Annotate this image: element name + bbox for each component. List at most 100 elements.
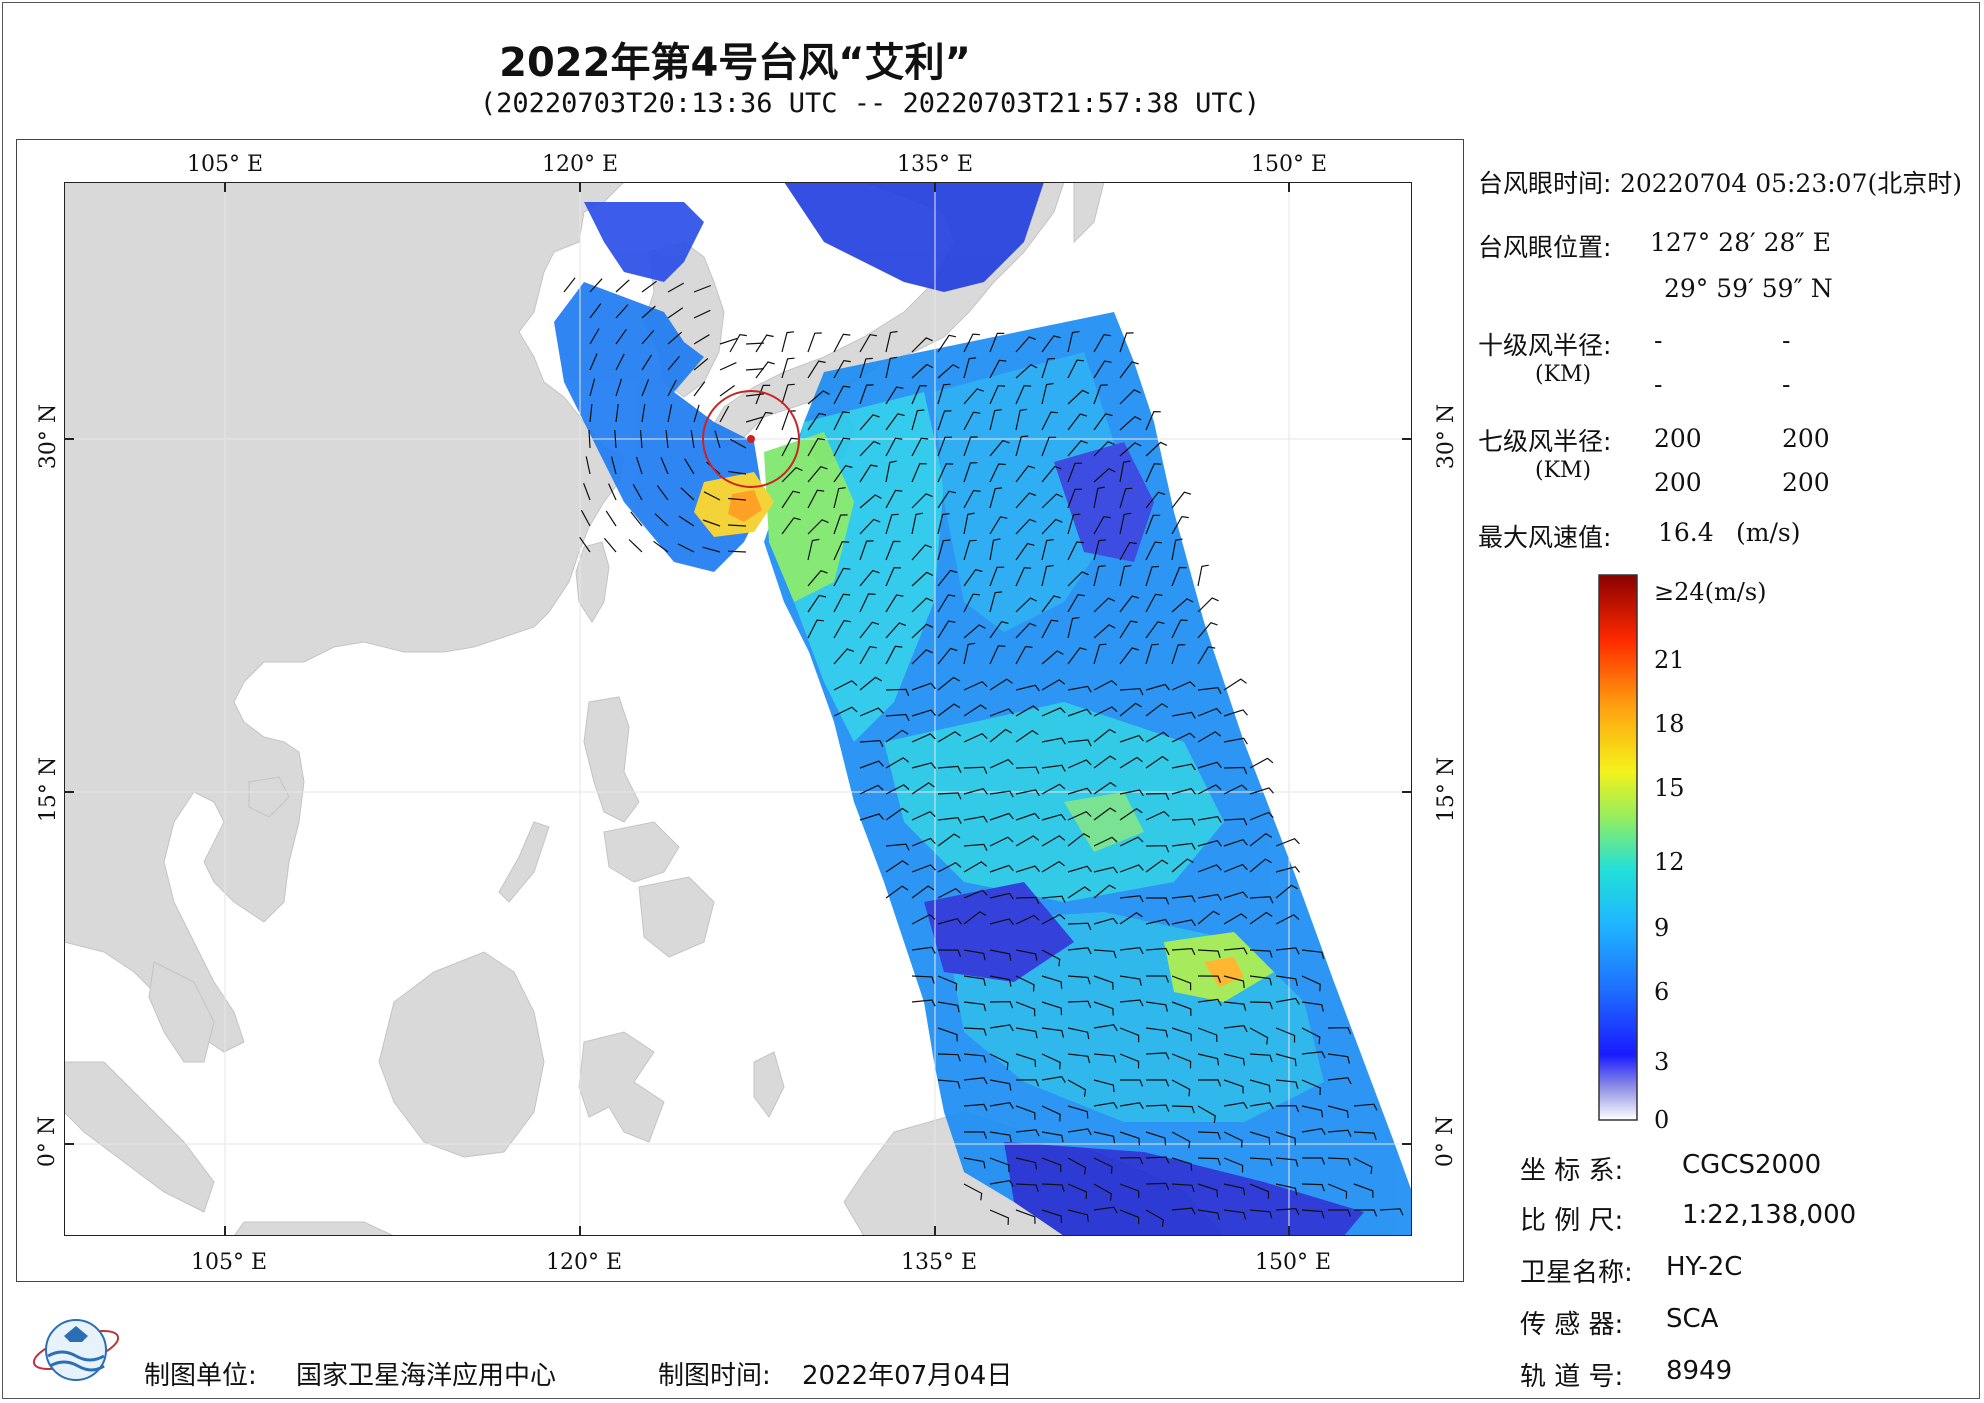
wind-barb bbox=[1171, 1105, 1195, 1114]
wind-barb bbox=[1197, 597, 1219, 613]
wind-barb bbox=[885, 540, 901, 561]
orbit-label: 轨 道 号: bbox=[1520, 1362, 1624, 1392]
max-wind-value: 16.4 bbox=[1658, 518, 1714, 547]
wind-barb bbox=[1093, 1079, 1115, 1093]
lon-label-top-150: 150° E bbox=[1250, 152, 1328, 177]
wind-barb bbox=[937, 861, 962, 873]
wind-barb bbox=[1197, 1053, 1220, 1066]
date-label: 制图时间: bbox=[658, 1361, 771, 1391]
wind-map[interactable] bbox=[64, 182, 1412, 1236]
wind-barb bbox=[1015, 789, 1040, 797]
wind-barb bbox=[911, 597, 934, 613]
wind-barb bbox=[1145, 845, 1170, 853]
r7-value-se: 200 bbox=[1782, 424, 1830, 453]
wind-barb bbox=[615, 378, 623, 397]
crs-value: CGCS2000 bbox=[1682, 1150, 1822, 1180]
wind-barb bbox=[1119, 702, 1142, 717]
wind-barb bbox=[989, 591, 1003, 613]
wind-barb bbox=[1171, 681, 1196, 691]
wind-barb bbox=[1015, 408, 1028, 431]
wind-barb bbox=[615, 328, 627, 345]
wind-barb bbox=[989, 1157, 1010, 1173]
wind-barb bbox=[1093, 836, 1118, 847]
wind-barb bbox=[1171, 1001, 1192, 1016]
wind-barb bbox=[885, 460, 897, 483]
wind-barb bbox=[1145, 1027, 1169, 1038]
wind-barb bbox=[937, 765, 962, 773]
wind-barb bbox=[1119, 332, 1134, 353]
wind-barb bbox=[1015, 1157, 1037, 1170]
wind-barb bbox=[963, 680, 988, 691]
wind-barb bbox=[937, 463, 954, 483]
wind-barb bbox=[1145, 1001, 1168, 1012]
wind-barb bbox=[885, 513, 899, 535]
wind-barb bbox=[937, 569, 958, 587]
wind-barb bbox=[963, 766, 988, 774]
colorbar-label-18: 18 bbox=[1654, 710, 1685, 738]
wind-barb bbox=[937, 364, 960, 379]
wind-barb bbox=[589, 378, 596, 397]
wind-barb bbox=[665, 430, 669, 449]
wind-barb bbox=[1275, 997, 1300, 1005]
lon-label-bottom-105: 105° E bbox=[190, 1250, 268, 1275]
wind-barb bbox=[1119, 756, 1143, 769]
wind-barb bbox=[1197, 975, 1222, 983]
wind-barb bbox=[1093, 975, 1114, 990]
wind-barb bbox=[1067, 1079, 1087, 1097]
wind-barb bbox=[1145, 441, 1168, 457]
wind-barb bbox=[885, 807, 909, 821]
wind-barb bbox=[693, 309, 711, 319]
wind-barb bbox=[885, 622, 907, 639]
wind-barb bbox=[1275, 975, 1298, 986]
wind-barb bbox=[1171, 947, 1196, 956]
nsoas-logo-icon bbox=[32, 1319, 120, 1381]
wind-barb bbox=[1067, 1157, 1087, 1175]
r7-label: 七级风半径: bbox=[1478, 427, 1612, 456]
wind-barb bbox=[1119, 734, 1144, 743]
wind-barb bbox=[1041, 737, 1066, 745]
wind-barb bbox=[1067, 571, 1089, 587]
wind-barb bbox=[1067, 440, 1088, 457]
map-title: 2022年第4号台风“艾利” bbox=[499, 40, 971, 86]
wind-barb bbox=[1301, 1209, 1325, 1219]
land-sulawesi bbox=[578, 1031, 665, 1143]
wind-barb bbox=[1093, 728, 1116, 743]
wind-barb bbox=[1327, 1077, 1352, 1085]
wind-barb bbox=[1119, 647, 1139, 665]
wind-barb bbox=[1015, 622, 1037, 639]
wind-barb bbox=[728, 497, 747, 501]
wind-barb bbox=[1146, 975, 1170, 983]
wind-barb bbox=[1145, 947, 1170, 956]
wind-speed-colorbar bbox=[1598, 574, 1638, 1121]
wind-barb bbox=[911, 762, 936, 769]
wind-barb bbox=[911, 363, 934, 379]
r7-value-sw: 200 bbox=[1654, 468, 1702, 497]
wind-barb bbox=[1302, 1157, 1326, 1165]
wind-barb bbox=[1223, 1131, 1243, 1148]
wind-barb bbox=[1171, 1183, 1195, 1193]
wind-barb bbox=[989, 1102, 1014, 1110]
wind-barb bbox=[833, 487, 846, 509]
r7-unit: (KM) bbox=[1535, 458, 1592, 483]
wind-barb bbox=[1119, 564, 1132, 587]
wind-barb bbox=[1041, 975, 1063, 989]
wind-barb bbox=[1041, 783, 1066, 795]
wind-barb bbox=[989, 621, 1009, 639]
r10-value-sw: - bbox=[1654, 370, 1663, 399]
wind-barb bbox=[1093, 515, 1111, 535]
colorbar-label-9: 9 bbox=[1654, 914, 1670, 942]
wind-barb bbox=[781, 383, 795, 405]
wind-barb bbox=[1041, 411, 1058, 431]
wind-barb bbox=[1015, 1129, 1040, 1137]
wind-barb bbox=[1223, 784, 1248, 795]
wind-barb bbox=[641, 404, 646, 423]
wind-barb bbox=[667, 307, 684, 319]
wind-barb bbox=[1015, 705, 1040, 717]
wind-barb bbox=[963, 411, 981, 431]
wind-barb bbox=[1041, 465, 1062, 483]
wind-barb bbox=[911, 337, 933, 353]
wind-barb bbox=[833, 359, 851, 379]
eye-time-label: 台风眼时间: bbox=[1478, 169, 1612, 198]
wind-barb bbox=[1093, 1183, 1113, 1201]
wind-barb bbox=[702, 546, 721, 553]
